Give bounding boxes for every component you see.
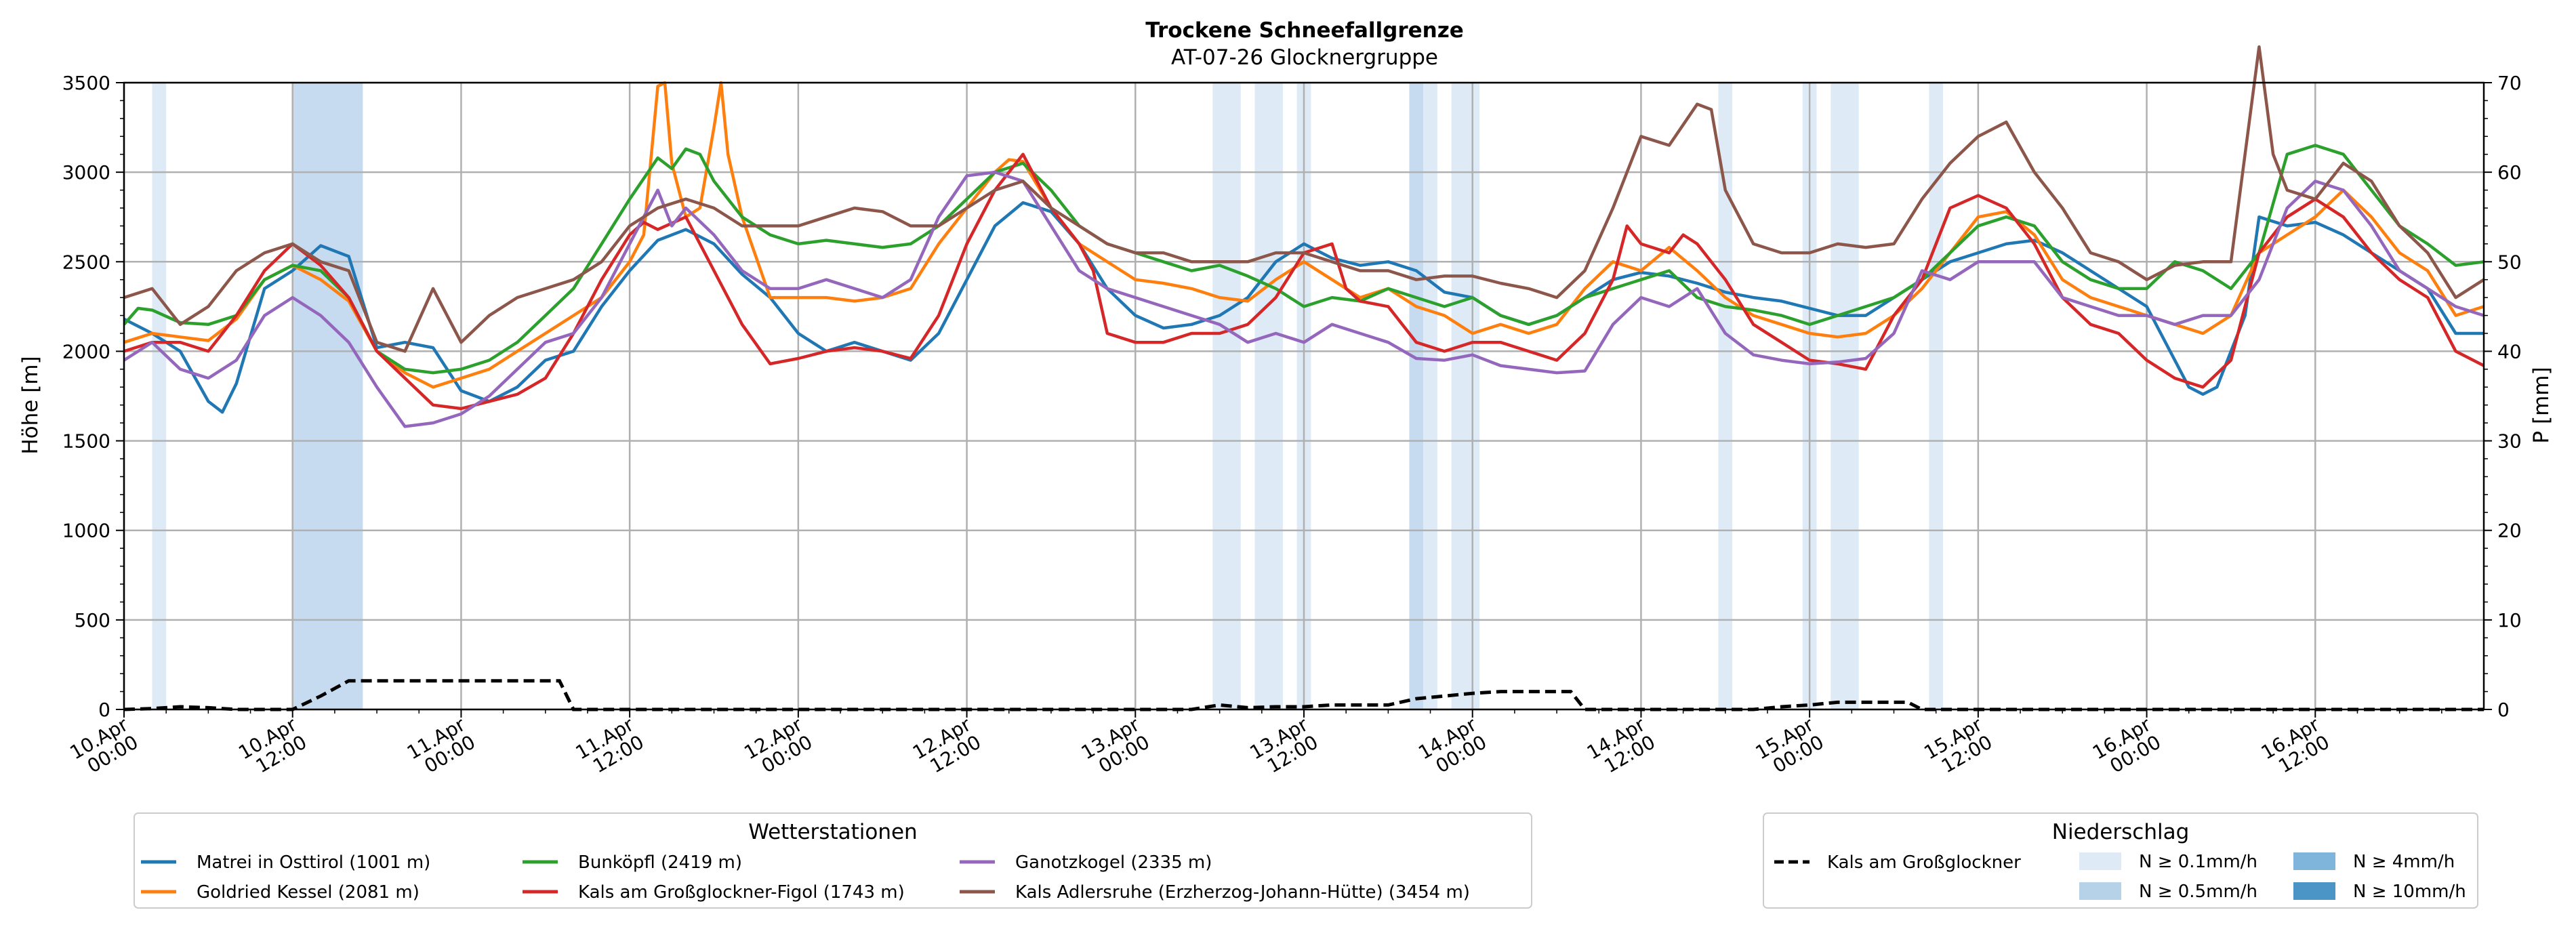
- y-tick-label: 3000: [62, 161, 110, 184]
- legend-station-label: Kals Adlersruhe (Erzherzog-Johann-Hütte)…: [1015, 882, 1470, 903]
- legend-stations: Wetterstationen Matrei in Osttirol (1001…: [134, 812, 1532, 909]
- legend-precip-swatch: [2079, 852, 2121, 870]
- y-tick-label: 2000: [62, 340, 110, 363]
- y-tick-label: 2500: [62, 251, 110, 273]
- y2-tick-label: 40: [2497, 340, 2522, 363]
- series-line-0: [123, 201, 2484, 414]
- precip-band-6: [1423, 83, 1437, 709]
- legend-precip-label: N ≥ 0.1mm/h: [2139, 852, 2257, 872]
- precip-band-7: [1451, 83, 1480, 709]
- series-line-2: [123, 144, 2485, 375]
- legend-station-label: Bunköpfl (2419 m): [578, 852, 742, 873]
- y-axis-label: Höhe [m]: [18, 356, 43, 454]
- y2-tick-label: 70: [2497, 72, 2522, 94]
- precip-band-3: [1254, 83, 1283, 709]
- series-line-1: [123, 81, 2485, 389]
- legend-precipitation: Niederschlag Kals am Großglockner N ≥ 0.…: [1763, 812, 2478, 909]
- y-tick-label: 1000: [62, 520, 110, 542]
- legend-precip-swatch: [2293, 882, 2335, 900]
- precip-band-10: [1831, 83, 1859, 709]
- y-tick-label: 500: [75, 609, 110, 632]
- precip-band-8: [1718, 83, 1733, 709]
- legend-stations-title: Wetterstationen: [748, 820, 917, 844]
- y-tick-label: 1500: [62, 430, 110, 453]
- legend-stations-frame: [134, 812, 1532, 909]
- ticks: 0 500 1000 1500 2000 2500 3000 3500 0 10 20 30 40 50 6…: [62, 72, 2522, 777]
- legend-station-label: Matrei in Osttirol (1001 m): [197, 852, 430, 873]
- legend-station-label: Goldried Kessel (2081 m): [197, 882, 420, 903]
- precip-line: [123, 679, 2484, 711]
- series-layer: [123, 45, 2485, 428]
- precip-band-1: [292, 83, 363, 709]
- chart-subtitle: AT-07-26 Glocknergruppe: [1171, 45, 1438, 70]
- legend-precip-title: Niederschlag: [2052, 820, 2190, 844]
- y2-tick-label: 60: [2497, 161, 2522, 184]
- y2-tick-label: 30: [2497, 430, 2522, 453]
- y2-axis-label: P [mm]: [2529, 367, 2554, 443]
- y-tick-label: 3500: [62, 72, 110, 94]
- series-line-4: [123, 170, 2485, 428]
- precipitation-line-layer: [123, 679, 2484, 711]
- series-line-5: [123, 45, 2485, 353]
- y-tick-label: 0: [98, 699, 110, 721]
- chart-title: Trockene Schneefallgrenze: [1145, 18, 1464, 43]
- legend-precip-line-label: Kals am Großglockner: [1827, 852, 2021, 873]
- legend-precip-swatch: [2293, 852, 2335, 870]
- legend-precip-label: N ≥ 10mm/h: [2353, 882, 2466, 902]
- precipitation-bands: [152, 83, 1944, 709]
- y2-tick-label: 10: [2497, 609, 2522, 632]
- precip-band-0: [152, 83, 167, 709]
- legend-precip-label: N ≥ 0.5mm/h: [2139, 882, 2257, 902]
- precip-band-2: [1212, 83, 1241, 709]
- y2-tick-label: 0: [2497, 699, 2510, 721]
- y2-tick-label: 20: [2497, 520, 2522, 542]
- legend-precip-label: N ≥ 4mm/h: [2353, 852, 2455, 872]
- legend-station-label: Ganotzkogel (2335 m): [1015, 852, 1212, 873]
- legend-station-label: Kals am Großglockner-Figol (1743 m): [578, 882, 905, 903]
- precip-band-5: [1409, 83, 1424, 709]
- y2-tick-label: 50: [2497, 251, 2522, 273]
- precip-band-11: [1929, 83, 1944, 709]
- legend-precip-swatch: [2079, 882, 2121, 900]
